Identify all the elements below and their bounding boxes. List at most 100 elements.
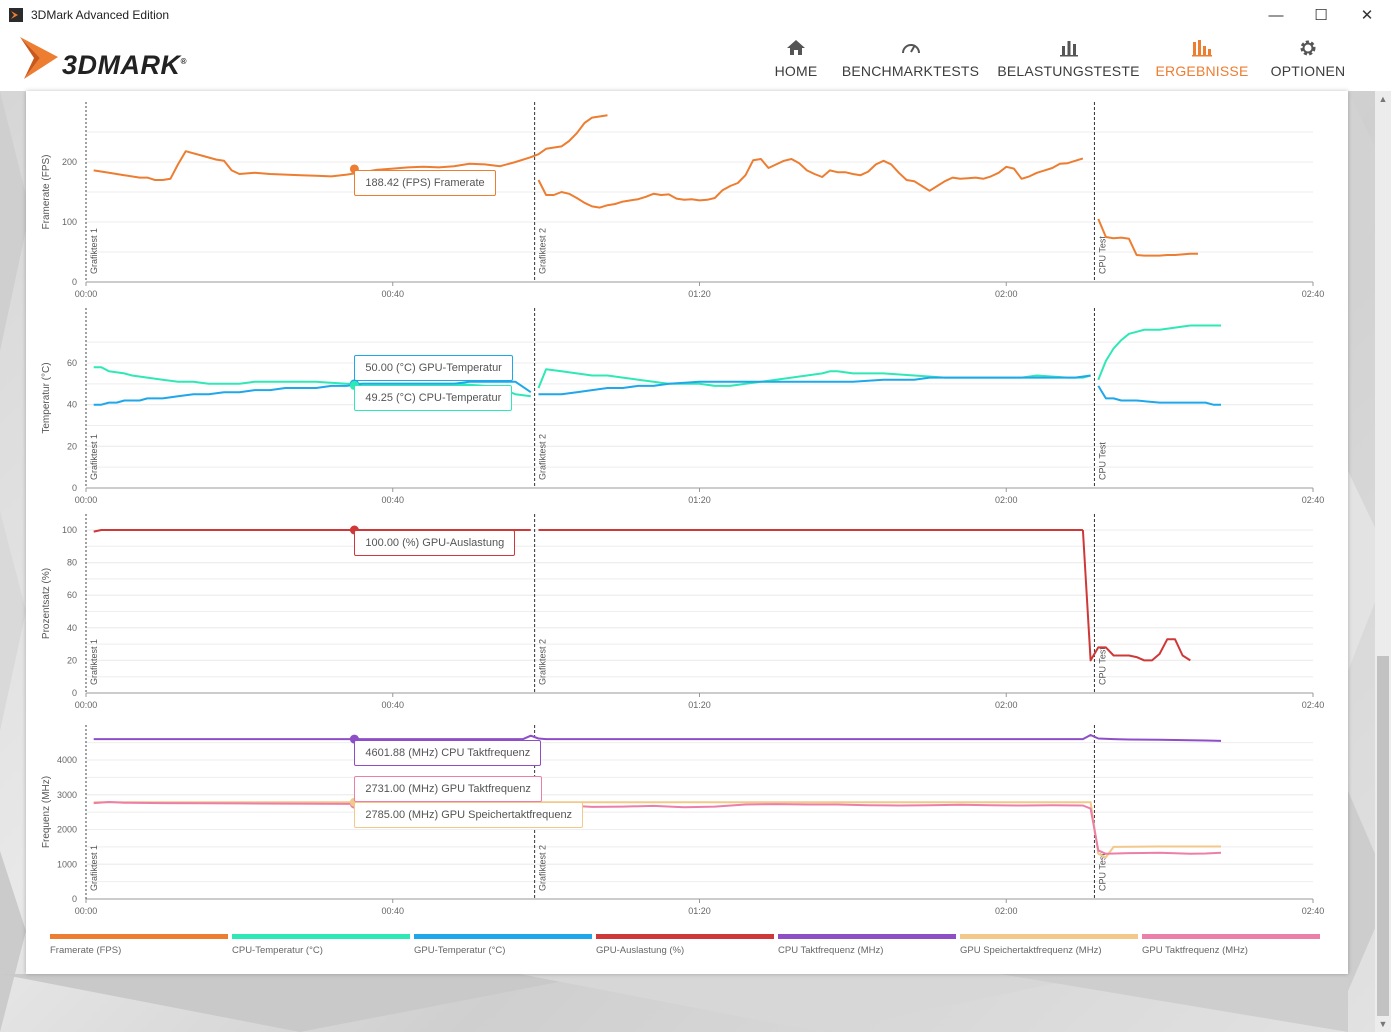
x-tick-label: 00:00 — [75, 700, 98, 710]
nav-belastungsteste-label: BELASTUNGSTESTE — [997, 63, 1140, 79]
legend-item-cpu-clock[interactable]: CPU Taktfrequenz (MHz) — [778, 934, 956, 956]
y-tick-label: 0 — [72, 894, 77, 904]
scroll-up-arrow-icon[interactable]: ▲ — [1378, 94, 1388, 104]
y-tick-label: 3000 — [57, 790, 77, 800]
nav-benchmarktests[interactable]: BENCHMARKTESTS — [838, 37, 983, 89]
section-label: CPU Test — [1097, 853, 1107, 891]
legend-swatch — [414, 934, 592, 939]
series-line — [1081, 529, 1191, 662]
section-label: Grafiktest 2 — [538, 639, 548, 685]
legend-item-gpu-clock[interactable]: GPU Taktfrequenz (MHz) — [1142, 934, 1320, 956]
x-tick-label: 00:40 — [381, 700, 404, 710]
legend-item-cpu-temperature[interactable]: CPU-Temperatur (°C) — [232, 934, 410, 956]
y-tick-label: 0 — [72, 483, 77, 493]
y-tick-label: 80 — [67, 558, 77, 568]
maximize-button[interactable]: ☐ — [1314, 7, 1328, 24]
nav-ergebnisse[interactable]: ERGEBNISSE — [1152, 37, 1252, 89]
section-label: Grafiktest 2 — [538, 845, 548, 891]
x-tick-label: 00:00 — [75, 906, 98, 916]
x-tick-label: 02:00 — [995, 906, 1018, 916]
y-tick-label: 60 — [67, 358, 77, 368]
legend-label: GPU-Auslastung (%) — [596, 945, 685, 956]
tooltip: 2785.00 (MHz) GPU Speichertaktfrequenz — [354, 802, 584, 828]
logo — [18, 35, 70, 88]
section-label: Grafiktest 1 — [89, 228, 99, 274]
tooltip: 50.00 (°C) GPU-Temperatur — [354, 355, 513, 381]
background-pattern — [0, 91, 1391, 1032]
x-tick-label: 02:40 — [1302, 906, 1325, 916]
nav-ergebnisse-label: ERGEBNISSE — [1155, 63, 1249, 79]
legend-swatch — [596, 934, 774, 939]
tooltip: 2731.00 (MHz) GPU Taktfrequenz — [354, 776, 542, 802]
section-label: CPU Test — [1097, 442, 1107, 480]
x-tick-label: 01:20 — [688, 906, 711, 916]
close-button[interactable]: ✕ — [1360, 7, 1374, 24]
x-tick-label: 02:40 — [1302, 495, 1325, 505]
legend-label: Framerate (FPS) — [50, 945, 122, 956]
logo-text: 3DMARK® — [62, 50, 187, 80]
section-label: Grafiktest 2 — [538, 434, 548, 480]
x-tick-label: 02:40 — [1302, 700, 1325, 710]
legend-label: GPU Taktfrequenz (MHz) — [1142, 945, 1248, 956]
minimize-button[interactable]: — — [1268, 7, 1284, 24]
tooltip: 4601.88 (MHz) CPU Taktfrequenz — [354, 740, 542, 766]
x-tick-label: 01:20 — [688, 700, 711, 710]
gear-icon — [1300, 40, 1316, 56]
series-line — [537, 157, 1084, 209]
y-tick-label: 1000 — [57, 859, 77, 869]
x-tick-label: 01:20 — [688, 289, 711, 299]
x-tick-label: 00:40 — [381, 289, 404, 299]
legend-swatch — [50, 934, 228, 939]
section-label: Grafiktest 1 — [89, 434, 99, 480]
y-tick-label: 100 — [62, 217, 77, 227]
y-tick-label: 4000 — [57, 755, 77, 765]
nav-home-label: HOME — [774, 63, 818, 79]
x-tick-label: 02:40 — [1302, 289, 1325, 299]
y-tick-label: 40 — [67, 623, 77, 633]
series-line — [538, 374, 1091, 396]
scrollbar-thumb[interactable] — [1377, 656, 1389, 1016]
series-line — [93, 114, 608, 181]
x-tick-label: 00:40 — [381, 495, 404, 505]
y-tick-label: 20 — [67, 655, 77, 665]
series-line — [93, 734, 1222, 742]
tooltip: 188.42 (FPS) Framerate — [354, 170, 496, 196]
scroll-down-arrow-icon[interactable]: ▼ — [1378, 1019, 1388, 1029]
x-tick-label: 00:00 — [75, 289, 98, 299]
legend-label: GPU-Temperatur (°C) — [414, 945, 506, 956]
legend-label: CPU-Temperatur (°C) — [232, 945, 323, 956]
x-tick-label: 00:00 — [75, 495, 98, 505]
series-line — [1097, 385, 1221, 406]
series-line — [93, 380, 532, 406]
series-line — [1097, 218, 1198, 257]
nav-benchmarktests-label: BENCHMARKTESTS — [841, 63, 980, 79]
y-tick-label: 100 — [62, 525, 77, 535]
legend-item-gpu-memory-clock[interactable]: GPU Speichertaktfrequenz (MHz) — [960, 934, 1138, 956]
section-label: Grafiktest 2 — [538, 228, 548, 274]
nav-optionen[interactable]: OPTIONEN — [1265, 37, 1351, 89]
logo-mark-icon — [20, 37, 58, 79]
tooltip: 49.25 (°C) CPU-Temperatur — [354, 385, 513, 411]
home-icon — [787, 40, 805, 55]
legend-item-gpu-load[interactable]: GPU-Auslastung (%) — [596, 934, 774, 956]
x-tick-label: 00:40 — [381, 906, 404, 916]
y-axis-label: Framerate (FPS) — [41, 154, 52, 229]
legend-swatch — [960, 934, 1138, 939]
legend-item-gpu-temperature[interactable]: GPU-Temperatur (°C) — [414, 934, 592, 956]
app-icon — [9, 8, 23, 22]
legend-item-framerate[interactable]: Framerate (FPS) — [50, 934, 228, 956]
y-axis-label: Prozentsatz (%) — [41, 568, 52, 639]
legend-swatch — [232, 934, 410, 939]
x-tick-label: 02:00 — [995, 495, 1018, 505]
y-tick-label: 200 — [62, 157, 77, 167]
legend-label: GPU Speichertaktfrequenz (MHz) — [960, 945, 1102, 956]
app-header: 3DMARK® HOME BENCHMARKTESTS BELASTUNGSTE… — [0, 31, 1391, 91]
nav-belastungsteste[interactable]: BELASTUNGSTESTE — [996, 37, 1141, 89]
nav-home[interactable]: HOME — [766, 37, 826, 89]
section-label: Grafiktest 1 — [89, 845, 99, 891]
y-axis-label: Frequenz (MHz) — [41, 776, 52, 848]
series-line — [93, 801, 1222, 855]
section-label: CPU Test — [1097, 236, 1107, 274]
series-line — [537, 368, 1091, 389]
y-tick-label: 0 — [72, 688, 77, 698]
